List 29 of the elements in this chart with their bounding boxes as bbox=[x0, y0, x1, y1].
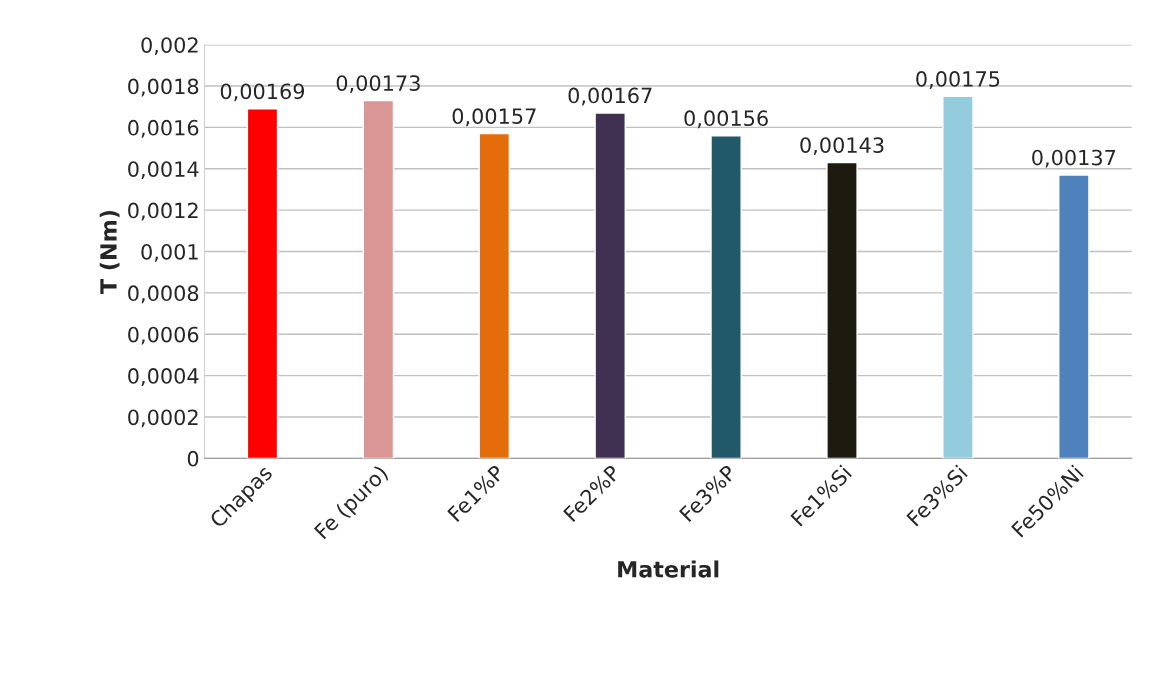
y-tick-label: 0,0008 bbox=[128, 285, 199, 304]
x-axis-title: Material bbox=[618, 560, 719, 578]
bar bbox=[246, 108, 279, 459]
y-tick-label: 0,0002 bbox=[128, 409, 198, 428]
data-label: 0,00173 bbox=[336, 75, 420, 94]
bar bbox=[362, 99, 395, 459]
y-tick-label: 0,0014 bbox=[128, 161, 199, 180]
y-tick-label: 0 bbox=[187, 450, 199, 467]
data-label: 0,00175 bbox=[916, 71, 1000, 89]
data-label: 0,00156 bbox=[684, 110, 768, 129]
bar bbox=[478, 132, 511, 459]
bar bbox=[826, 161, 858, 459]
y-tick-label: 0,001 bbox=[141, 243, 198, 262]
data-label: 0,00167 bbox=[568, 87, 652, 106]
bar bbox=[594, 112, 626, 459]
data-label: 0,00137 bbox=[1032, 149, 1116, 168]
bar bbox=[710, 134, 742, 459]
y-tick-label: 0,0004 bbox=[128, 368, 199, 386]
y-tick-label: 0,002 bbox=[141, 37, 198, 56]
y-tick-label: 0,0016 bbox=[128, 119, 199, 138]
y-tick-label: 0,0018 bbox=[128, 78, 199, 97]
y-tick-label: 0,0006 bbox=[128, 326, 199, 345]
bar bbox=[1058, 174, 1090, 459]
data-label: 0,00157 bbox=[452, 108, 536, 127]
bar bbox=[942, 95, 974, 459]
y-axis-title: T (Nm) bbox=[99, 210, 120, 294]
data-label: 0,00143 bbox=[800, 137, 884, 156]
y-tick-label: 0,0012 bbox=[128, 202, 198, 221]
data-label: 0,00169 bbox=[220, 83, 305, 102]
